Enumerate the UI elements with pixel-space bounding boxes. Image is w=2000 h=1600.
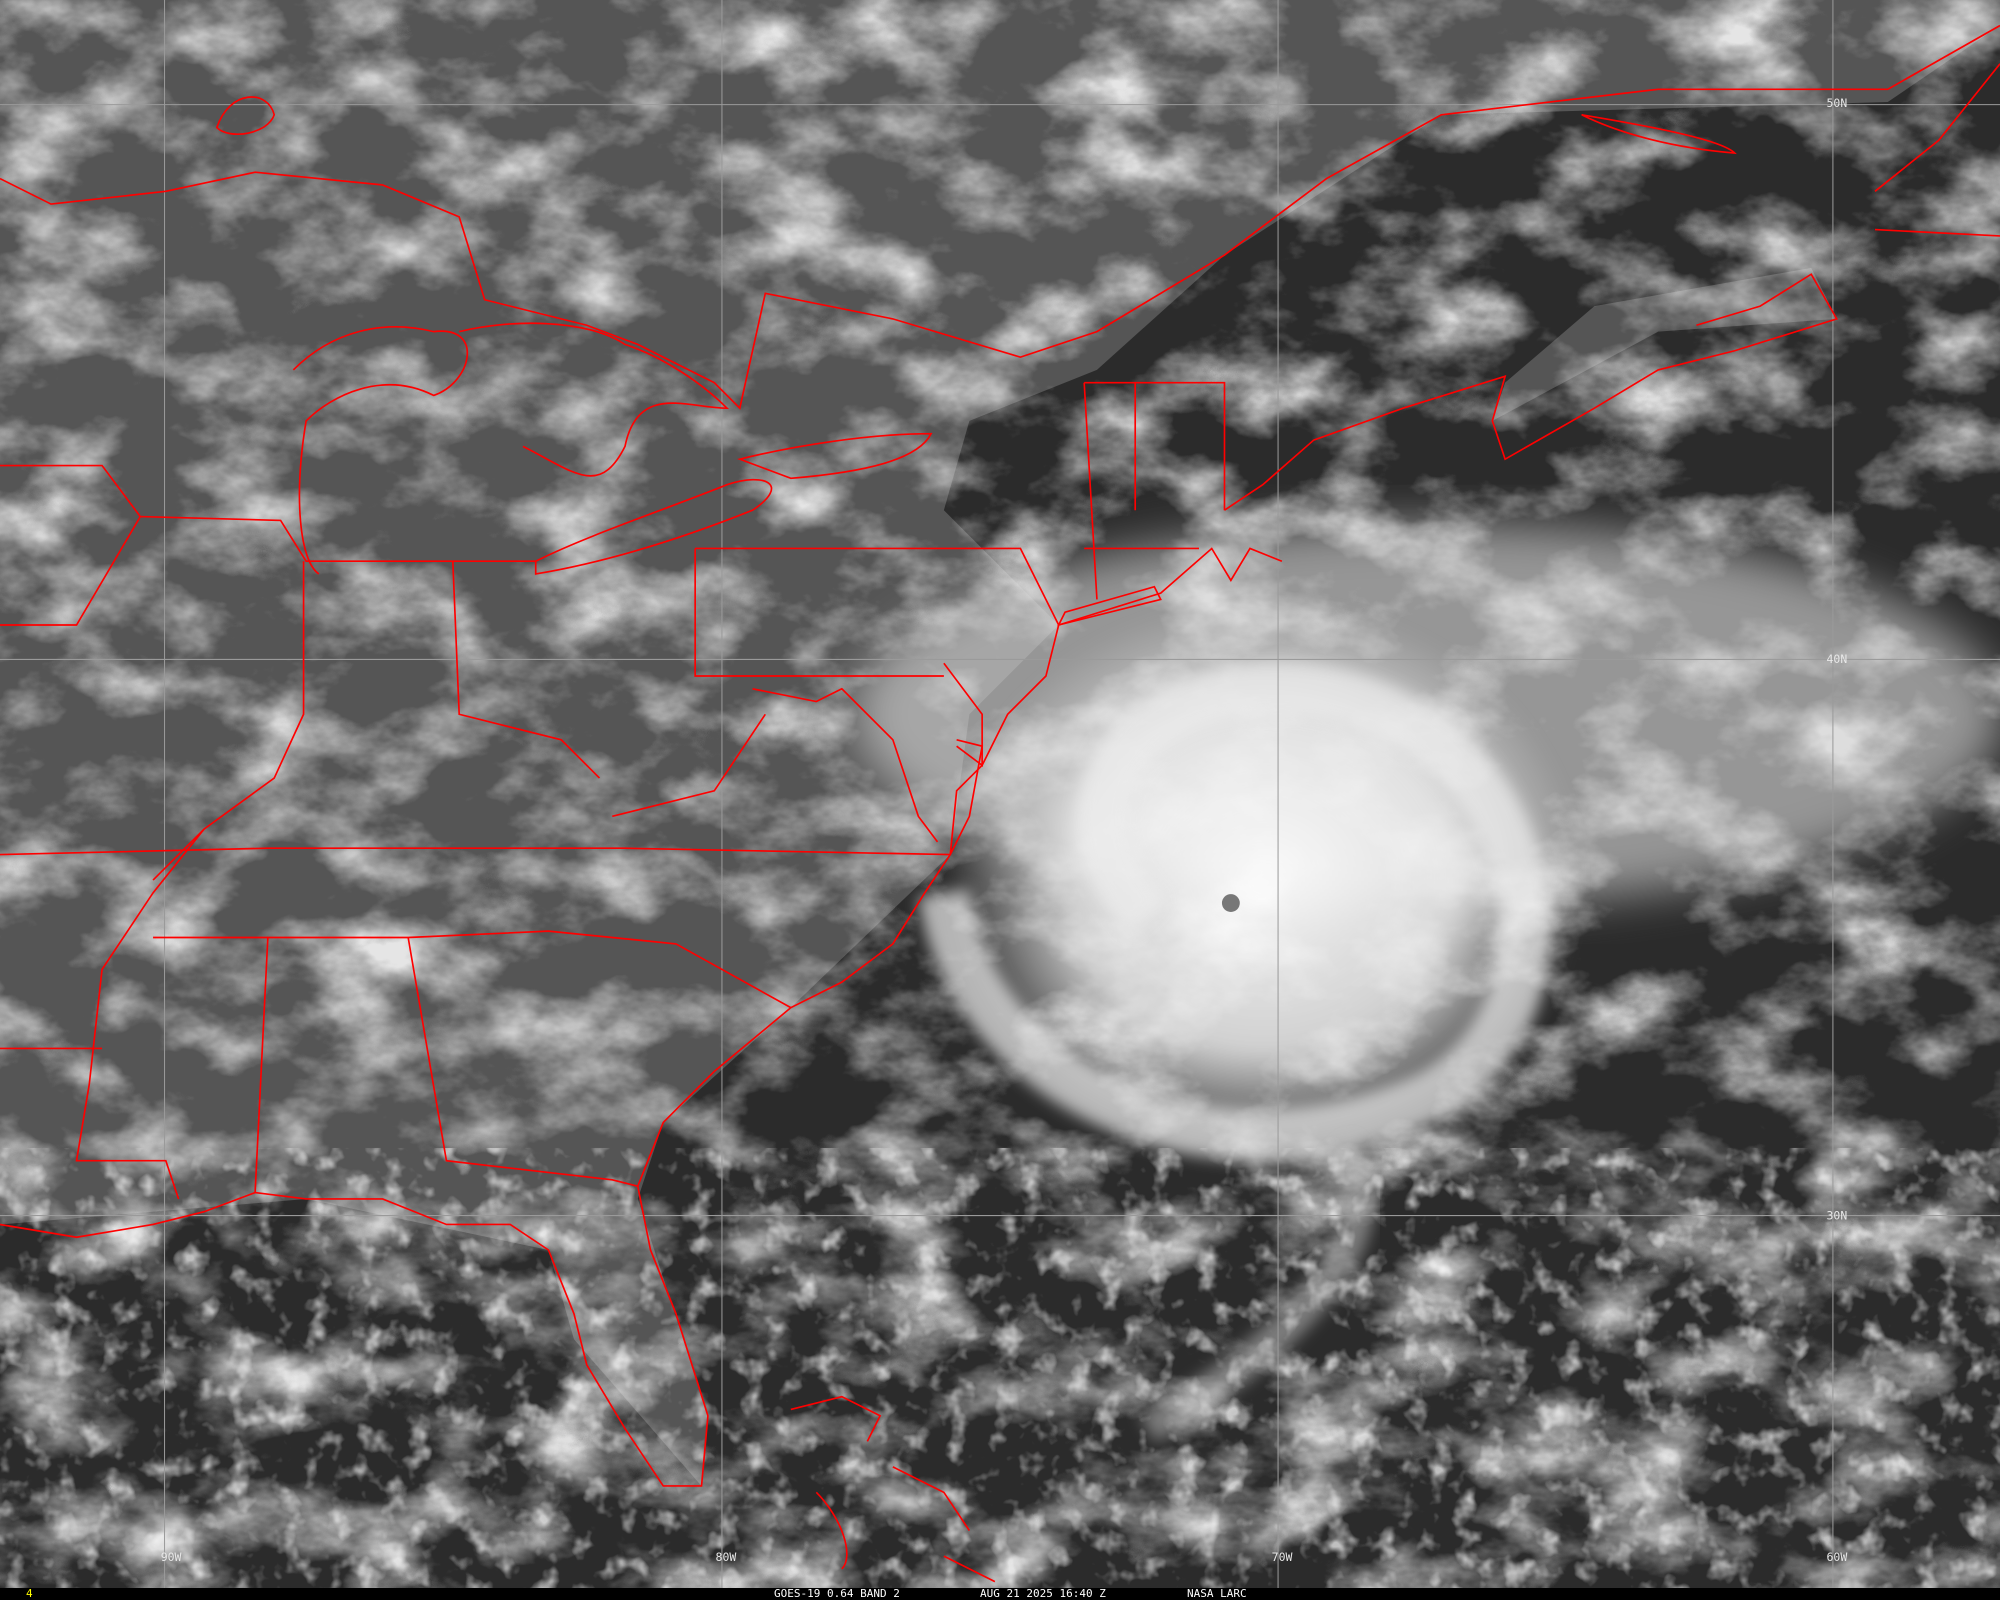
lon-label: 90W — [161, 1550, 182, 1564]
lat-label: 40N — [1827, 652, 1848, 666]
political-borders — [0, 24, 2000, 1583]
lat-label: 50N — [1827, 96, 1848, 110]
hurricane — [854, 523, 2000, 1443]
lon-label: 60W — [1827, 1550, 1848, 1564]
source-label: NASA LARC — [1187, 1587, 1247, 1600]
caption-bar: 4 GOES-19 0.64 BAND 2 AUG 21 2025 16:40 … — [0, 1588, 2000, 1600]
frame-number: 4 — [26, 1587, 33, 1600]
timestamp: AUG 21 2025 16:40 Z — [980, 1587, 1106, 1600]
lon-label: 80W — [716, 1550, 737, 1564]
grid-labels: 90W 80W 70W 60W 50N 40N 30N — [161, 96, 1848, 1564]
lat-label: 30N — [1827, 1208, 1848, 1222]
satellite-caption: GOES-19 0.64 BAND 2 — [774, 1587, 900, 1600]
lon-label: 70W — [1272, 1550, 1293, 1564]
cumulus-field — [0, 1147, 2000, 1588]
